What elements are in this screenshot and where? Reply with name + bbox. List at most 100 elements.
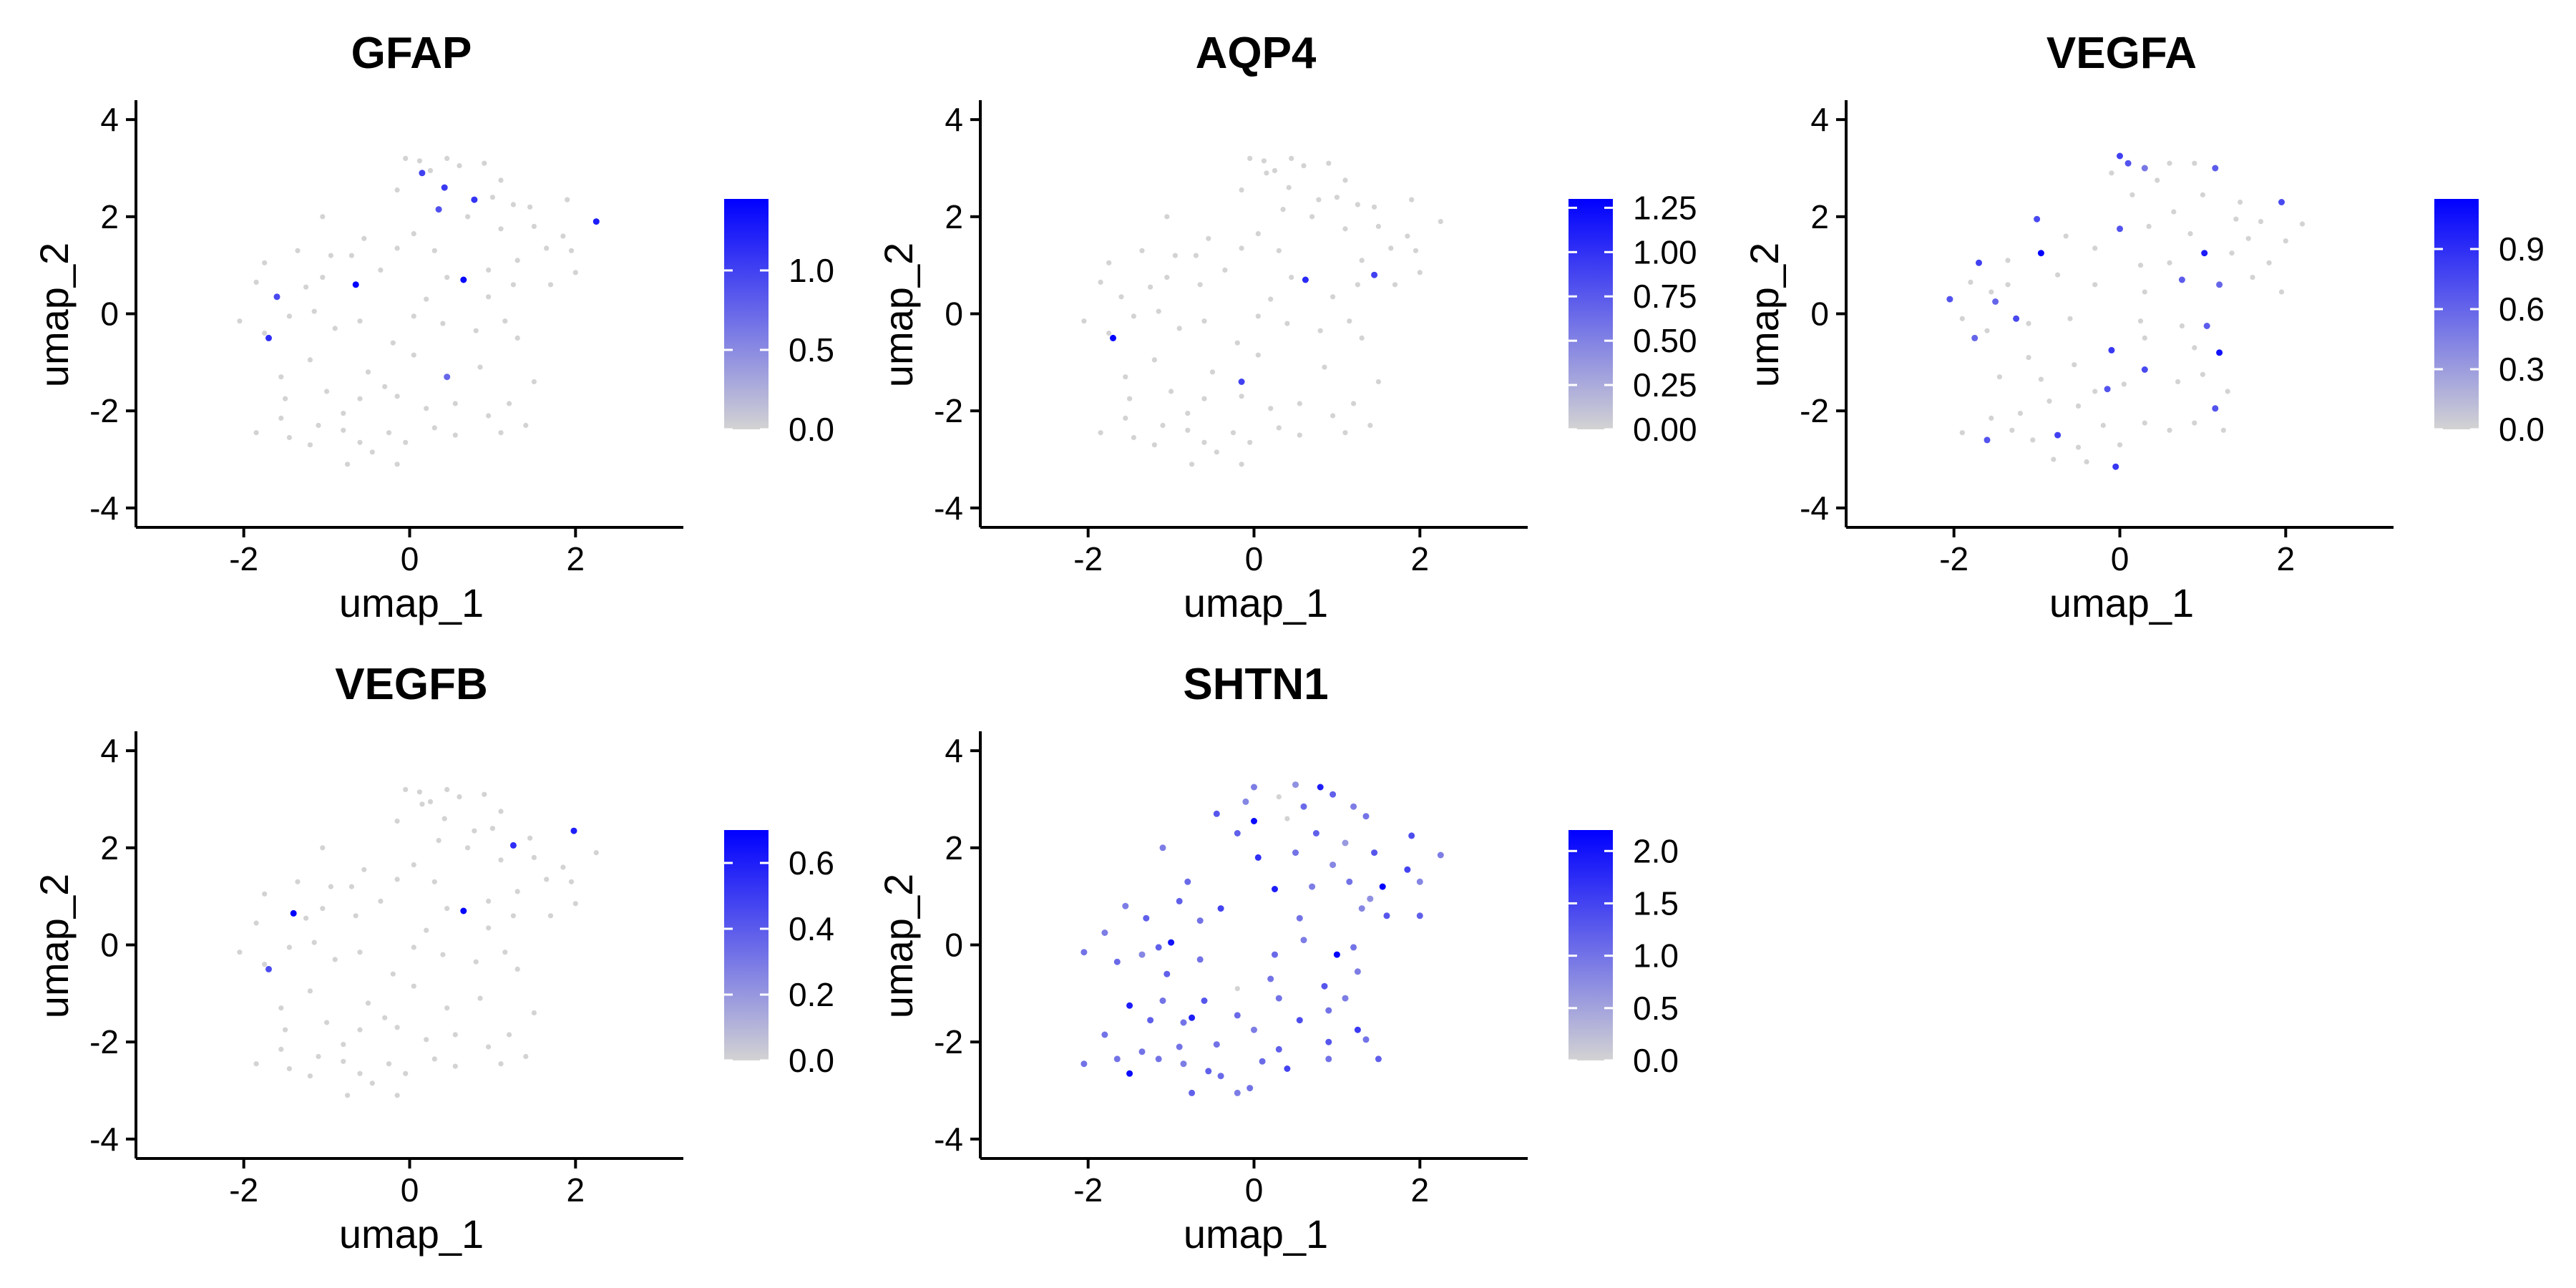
cell-point <box>1362 813 1370 820</box>
y-tick-label: 0 <box>945 927 963 964</box>
cell-point <box>1371 849 1378 857</box>
cell-point <box>452 1032 458 1038</box>
cell-point <box>2233 216 2239 222</box>
cell-point <box>2212 165 2219 172</box>
cell-point <box>1330 791 1337 798</box>
cell-point <box>440 952 446 957</box>
cell-point <box>1272 886 1278 892</box>
cell-point <box>1289 155 1294 161</box>
cell-point <box>2067 316 2073 321</box>
cell-point <box>486 1044 492 1050</box>
cell-point <box>1984 328 1990 333</box>
cell-point <box>527 835 533 841</box>
cell-point <box>1276 425 1282 431</box>
cell-point <box>1375 1055 1382 1063</box>
cell-point <box>1123 374 1128 380</box>
cell-point <box>1159 997 1166 1004</box>
cell-point <box>1184 878 1191 885</box>
cell-point <box>560 233 566 239</box>
cell-point <box>1372 204 1377 210</box>
cell-point <box>1350 803 1357 810</box>
colorbar-tick-label: 0.0 <box>789 1042 834 1079</box>
x-tick-label: -2 <box>1073 1171 1103 1209</box>
cell-point <box>547 913 554 919</box>
y-tick-label: -2 <box>1800 392 1829 429</box>
cell-point <box>1160 422 1166 429</box>
cell-point <box>1342 226 1348 232</box>
cell-point <box>1276 794 1282 800</box>
colorbar-tick-label: 0.0 <box>2499 411 2545 448</box>
cell-point <box>2005 282 2011 288</box>
cell-point <box>523 422 529 429</box>
cell-point <box>1234 1089 1241 1096</box>
cell-point <box>1300 803 1307 810</box>
cell-point <box>262 260 268 265</box>
y-tick-label: 4 <box>100 101 119 138</box>
cell-point <box>394 187 400 193</box>
cell-point <box>1284 321 1290 326</box>
cell-point <box>572 901 578 907</box>
colorbar-tick-label: 1.0 <box>1633 937 1679 975</box>
cell-point <box>382 384 388 389</box>
cell-point <box>1362 1036 1370 1043</box>
cell-point <box>411 231 416 237</box>
y-tick-label: -2 <box>89 1023 119 1060</box>
cell-point <box>460 907 467 914</box>
cell-point <box>1296 1017 1303 1024</box>
cell-point <box>1118 294 1124 300</box>
cell-point <box>1417 270 1423 275</box>
cell-point <box>2142 335 2147 341</box>
y-tick-label: 2 <box>1810 198 1829 235</box>
x-tick-label: -2 <box>229 1171 258 1209</box>
cell-point <box>357 1070 363 1076</box>
cell-point <box>486 267 492 273</box>
cell-point <box>1239 187 1244 193</box>
cell-point <box>2192 345 2197 351</box>
cell-point <box>498 857 504 863</box>
cell-point <box>2005 258 2011 263</box>
cell-point <box>1261 158 1267 164</box>
cell-point <box>2075 444 2082 450</box>
cell-point <box>394 877 400 882</box>
cell-point <box>286 434 292 441</box>
cell-point <box>568 248 575 253</box>
cell-point <box>290 909 297 917</box>
x-tick-label: 2 <box>567 1171 585 1209</box>
cell-point <box>1126 1070 1133 1077</box>
cell-point <box>1080 1060 1088 1068</box>
cell-point <box>320 906 326 912</box>
cell-point <box>394 1025 400 1030</box>
x-axis-label: umap_1 <box>1184 1211 1328 1257</box>
cell-point <box>1268 406 1274 411</box>
cell-point <box>378 898 384 904</box>
cell-point <box>382 1015 388 1020</box>
cell-point <box>365 1000 371 1006</box>
cell-point <box>2046 399 2052 404</box>
cell-point <box>592 218 600 225</box>
y-tick-label: 4 <box>1810 101 1829 138</box>
cell-point <box>1989 289 1994 295</box>
cell-point <box>262 891 268 897</box>
cell-point <box>498 1061 504 1067</box>
cell-point <box>286 945 292 950</box>
cell-point <box>307 1073 313 1079</box>
cell-point <box>403 155 409 161</box>
cell-point <box>507 401 512 406</box>
cell-point <box>1127 396 1133 401</box>
cell-point <box>2175 379 2181 385</box>
cell-point <box>477 364 483 370</box>
cell-point <box>2216 281 2223 288</box>
cell-point <box>2167 427 2172 433</box>
y-tick-label: -4 <box>1800 489 1829 527</box>
cell-point <box>431 1056 437 1062</box>
cell-point <box>1189 1014 1196 1021</box>
colorbar-tick-label: 0.25 <box>1633 366 1697 404</box>
cell-point <box>2178 276 2185 283</box>
cell-point <box>502 318 508 324</box>
cell-point <box>1159 844 1166 852</box>
cell-point <box>1346 878 1353 885</box>
cell-point <box>253 430 259 436</box>
cell-point <box>565 197 570 203</box>
cell-point <box>1247 155 1253 161</box>
cell-point <box>531 223 537 229</box>
